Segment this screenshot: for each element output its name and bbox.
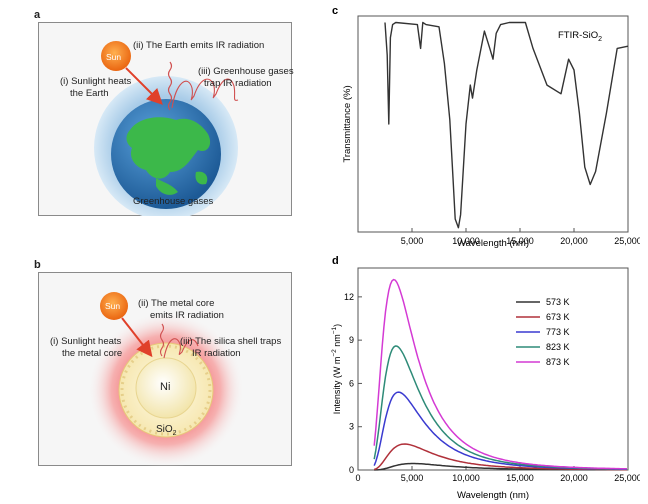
x-tick-label: 25,000 xyxy=(614,473,640,483)
panel-a-bottom-label: Greenhouse gases xyxy=(133,196,214,207)
legend-label: 573 K xyxy=(546,297,570,307)
shell-label-subscript: 2 xyxy=(172,430,177,437)
panel-a-step1-line2: the Earth xyxy=(70,88,109,99)
ftir-annotation: FTIR-SiO2 xyxy=(558,30,602,43)
ir-wave xyxy=(159,323,165,357)
x-tick-label: 20,000 xyxy=(560,473,588,483)
legend-label: 773 K xyxy=(546,327,570,337)
panel-b-step3-line1: (iii) The silica shell traps xyxy=(180,336,282,347)
x-axis-label: Wavelength (nm) xyxy=(457,490,529,501)
panel-a-sun-label: Sun xyxy=(106,52,122,62)
series-line-823-K xyxy=(373,345,627,470)
ftir-series-line xyxy=(384,21,629,229)
ftir-annotation-subscript: 2 xyxy=(598,36,602,43)
legend-label: 823 K xyxy=(546,342,570,352)
panel-c-letter: c xyxy=(332,5,338,17)
plot-frame xyxy=(357,267,629,471)
series-line-773-K xyxy=(373,391,627,470)
x-tick-label: 20,000 xyxy=(560,236,588,246)
x-axis-label: Wavelength (nm) xyxy=(457,238,529,249)
ir-wave xyxy=(167,61,173,111)
y-label-part: nm xyxy=(332,334,342,349)
y-tick-label: 3 xyxy=(349,422,354,432)
sun xyxy=(101,41,131,71)
y-tick-label: 0 xyxy=(349,465,354,475)
y-tick-label: 6 xyxy=(349,378,354,388)
sun xyxy=(100,292,128,320)
panel-b-step2-line2: emits IR radiation xyxy=(150,310,224,321)
y-axis-label: Transmittance (%) xyxy=(342,85,353,162)
plot-frame xyxy=(357,15,629,233)
sunlight-arrow xyxy=(121,317,153,358)
y-label-part: ) xyxy=(332,324,342,327)
panel-b-letter: b xyxy=(34,259,41,271)
x-tick-label: 5,000 xyxy=(401,236,424,246)
panel-a-illustration xyxy=(94,41,239,216)
x-tick-label: 10,000 xyxy=(452,473,480,483)
sunlight-arrow xyxy=(125,67,163,105)
y-tick-label: 9 xyxy=(349,335,354,345)
panel-a-step3-line1: (iii) Greenhouse gases xyxy=(198,66,294,77)
x-tick-label: 5,000 xyxy=(401,473,424,483)
panel-b-sun-label: Sun xyxy=(105,301,121,311)
panel-b-step2-line1: (ii) The metal core xyxy=(138,298,215,309)
panel-b-step3-line2: IR radiation xyxy=(192,348,241,359)
legend-label: 873 K xyxy=(546,357,570,367)
series-line-873-K xyxy=(373,278,627,470)
shell-label: SiO2 xyxy=(156,424,177,439)
ftir-annotation-text: FTIR-SiO xyxy=(558,30,598,41)
shell-label-text: SiO xyxy=(156,424,173,435)
shell-texture xyxy=(120,344,212,436)
y-label-sup: −1 xyxy=(331,326,338,334)
panel-b-step1-line1: (i) Sunlight heats xyxy=(50,336,122,347)
x-tick-label: 0 xyxy=(355,473,360,483)
series-line-673-K xyxy=(373,443,627,471)
earth-land xyxy=(126,117,211,179)
panel-d-letter: d xyxy=(332,255,339,267)
panel-b-step1-line2: the metal core xyxy=(62,348,123,359)
core-label: Ni xyxy=(160,381,171,393)
ftir-chart: c 5,000 10,000 15,000 20,000 25,000 FTIR-SiO2 W… xyxy=(332,5,640,249)
x-tick-label: 10,000 xyxy=(452,236,480,246)
panel-b-illustration xyxy=(88,292,244,466)
panel-a-step1-line1: (i) Sunlight heats xyxy=(60,76,132,87)
y-axis-label: Intensity (W m−2 nm−1) xyxy=(331,324,342,414)
y-label-sup: −2 xyxy=(331,349,338,357)
ir-trapped-loops xyxy=(171,78,239,109)
ir-trapped-loops xyxy=(163,338,199,359)
x-tick-label: 25,000 xyxy=(614,236,640,246)
y-label-part: Intensity (W m xyxy=(332,357,342,415)
panel-a-letter: a xyxy=(34,9,41,21)
panel-a-step2: (ii) The Earth emits IR radiation xyxy=(133,40,265,51)
x-tick-label: 15,000 xyxy=(506,236,534,246)
x-tick-label: 15,000 xyxy=(506,473,534,483)
y-tick-label: 12 xyxy=(344,292,354,302)
nickel-core xyxy=(135,357,197,419)
panel-a-step3-line2: trap IR radiation xyxy=(204,78,272,89)
legend-label: 673 K xyxy=(546,312,570,322)
emission-chart: d 0 5,000 10,000 15,000 20,000 25,000 0 3 6 9 12 573… xyxy=(331,255,640,501)
